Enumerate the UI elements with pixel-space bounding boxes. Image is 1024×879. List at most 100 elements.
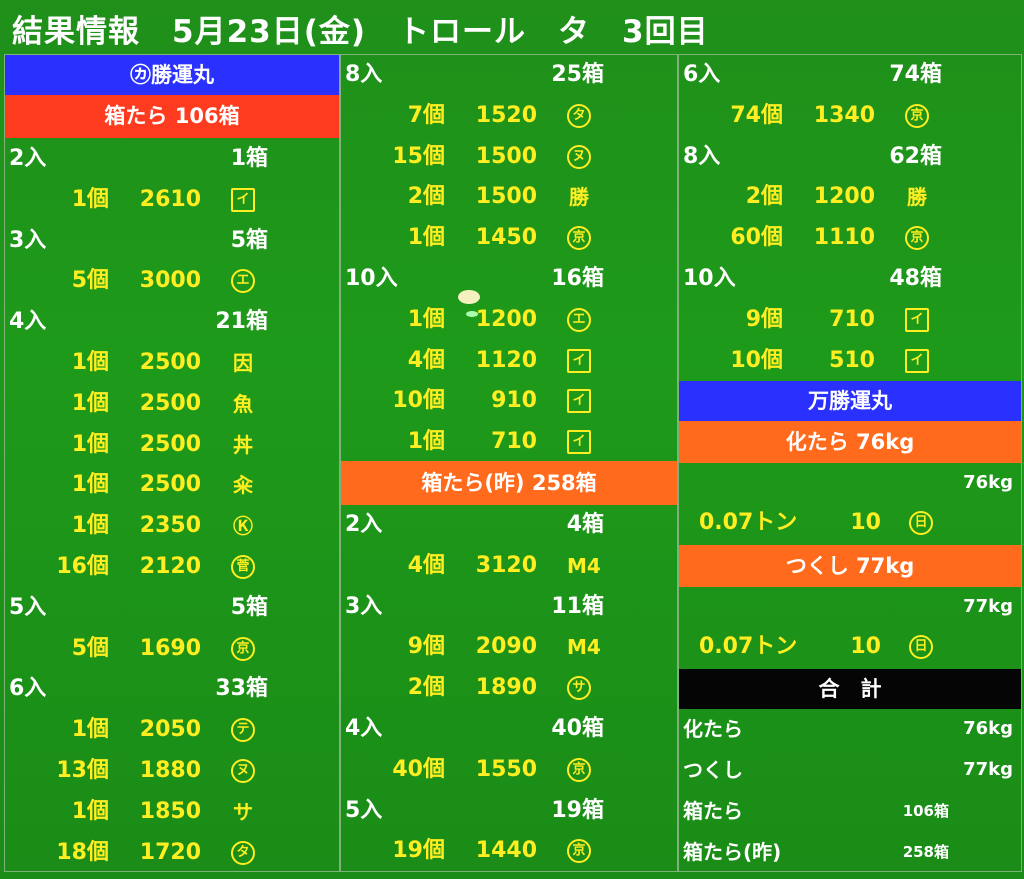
price: 1550 [475,756,537,782]
size-label: 8入 [683,143,721,169]
price: 2500 [139,431,201,457]
price: 1340 [813,102,875,128]
size-label: 3入 [9,227,47,253]
count: 15個 [392,143,445,169]
square-i-mark-icon: イ [567,430,591,455]
total-row: 箱たら 106箱 [679,791,1021,832]
price: 1120 [475,347,537,373]
count: 19個 [392,838,445,864]
circle-kyo-mark-icon: 京 [905,103,929,128]
size-row: 4入 21箱 [5,302,339,343]
box-total: 74箱 [889,62,942,87]
price-row: 4個 3120 M4 [341,546,677,587]
size-label: 4入 [9,309,47,335]
price-row: 18個 1720 タ [5,833,339,871]
price: 1520 [475,102,537,128]
size-row: 3入 11箱 [341,587,677,628]
box-total: 16箱 [551,266,604,291]
price-row: 74個 1340 京 [679,96,1021,137]
size-label: 2入 [345,512,383,537]
box-total: 19箱 [551,797,604,823]
price-row: 1個 1450 京 [341,218,677,259]
box-total: 4箱 [566,512,604,537]
size-row: 10入 48箱 [679,259,1021,300]
price-row: 60個 1110 京 [679,218,1021,259]
price-row: 2個 1500 勝 [341,177,677,218]
count: 4個 [407,552,445,578]
circle-e-mark-icon: エ [231,269,255,294]
count: 1個 [71,798,109,824]
weight: 77kg [963,596,1013,617]
price: 2350 [139,513,201,539]
price: 2120 [139,554,201,579]
size-row: 6入 74箱 [679,55,1021,96]
count: 10個 [730,347,783,373]
size-label: 5入 [345,797,383,823]
category-header: 箱たら(昨) 258箱 [341,461,677,505]
category-header: 箱たら 106箱 [5,95,339,138]
total-row: 化たら 76kg [679,709,1021,750]
price: 1110 [813,225,875,251]
price-row: 10個 510 イ [679,341,1021,382]
tsukushi-header: つくし 77kg [679,545,1021,587]
price: 1450 [475,225,537,251]
kanji-mark-icon: 魚 [233,391,253,416]
boat-header: 万勝運丸 [679,381,1021,421]
price: 10 [850,510,881,535]
price: 710 [829,306,875,332]
quantity: 0.07トン [699,634,798,659]
column-1: ㋕勝運丸 箱たら 106箱 2入 1箱 1個 2610 イ 3入 5箱 5個 3000 エ 4入 21… [4,54,340,872]
roof-katsu-mark-icon: 勝 [907,185,927,210]
count: 18個 [56,839,109,865]
square-i-mark-icon: イ [231,187,255,212]
box-total: 40箱 [551,716,604,741]
count: 16個 [56,554,109,579]
count: 2個 [407,675,445,701]
count: 9個 [745,306,783,332]
count: 4個 [407,347,445,373]
count: 1個 [407,429,445,455]
price: 2500 [139,350,201,375]
box-total: 1箱 [230,146,268,171]
kadara-header: 化たら 76kg [679,421,1021,463]
price: 1200 [475,306,537,332]
circle-kyo-mark-icon: 京 [567,226,591,251]
count: 10個 [392,388,445,414]
price: 710 [491,429,537,455]
price: 1440 [475,838,537,864]
price-row: 1個 2500 魚 [5,384,339,425]
circle-ta-mark-icon: タ [567,103,591,128]
price-row: 1個 1200 エ [341,300,677,341]
kanji-mark-icon: 籴 [233,473,253,498]
total-value: 76kg [963,718,1013,739]
price-row: 1個 2500 丼 [5,425,339,466]
size-row: 5入 5箱 [5,588,339,629]
price-row: 1個 2350 Ⓚ [5,506,339,547]
price: 2500 [139,390,201,416]
size-label: 4入 [345,716,383,741]
price-row: 15個 1500 ヌ [341,137,677,178]
kadara-weight-row: 76kg [679,463,1021,504]
total-value: 77kg [963,759,1013,780]
count: 2個 [407,184,445,210]
circle-sa-mark-icon: サ [567,676,591,701]
count: 1個 [71,186,109,212]
total-label: つくし [683,758,743,782]
price-row: 40個 1550 京 [341,750,677,791]
weight: 76kg [963,472,1013,493]
size-row: 4入 40箱 [341,709,677,750]
size-label: 5入 [9,594,47,620]
size-label: 10入 [345,266,398,291]
box-total: 33箱 [215,676,268,702]
total-value: 258箱 [902,843,949,861]
circle-hi-mark-icon: 日 [909,511,933,535]
circle-kyo-mark-icon: 京 [567,757,591,782]
price: 2610 [139,186,201,212]
price-row: 1個 1850 サ [5,792,339,833]
price-row: 19個 1440 京 [341,831,677,871]
box-total: 11箱 [551,593,604,619]
price-row: 13個 1880 ヌ [5,751,339,792]
size-label: 3入 [345,593,383,619]
tsukushi-price-row: 0.07トン 10 日 [679,627,1021,668]
price: 1500 [475,184,537,210]
